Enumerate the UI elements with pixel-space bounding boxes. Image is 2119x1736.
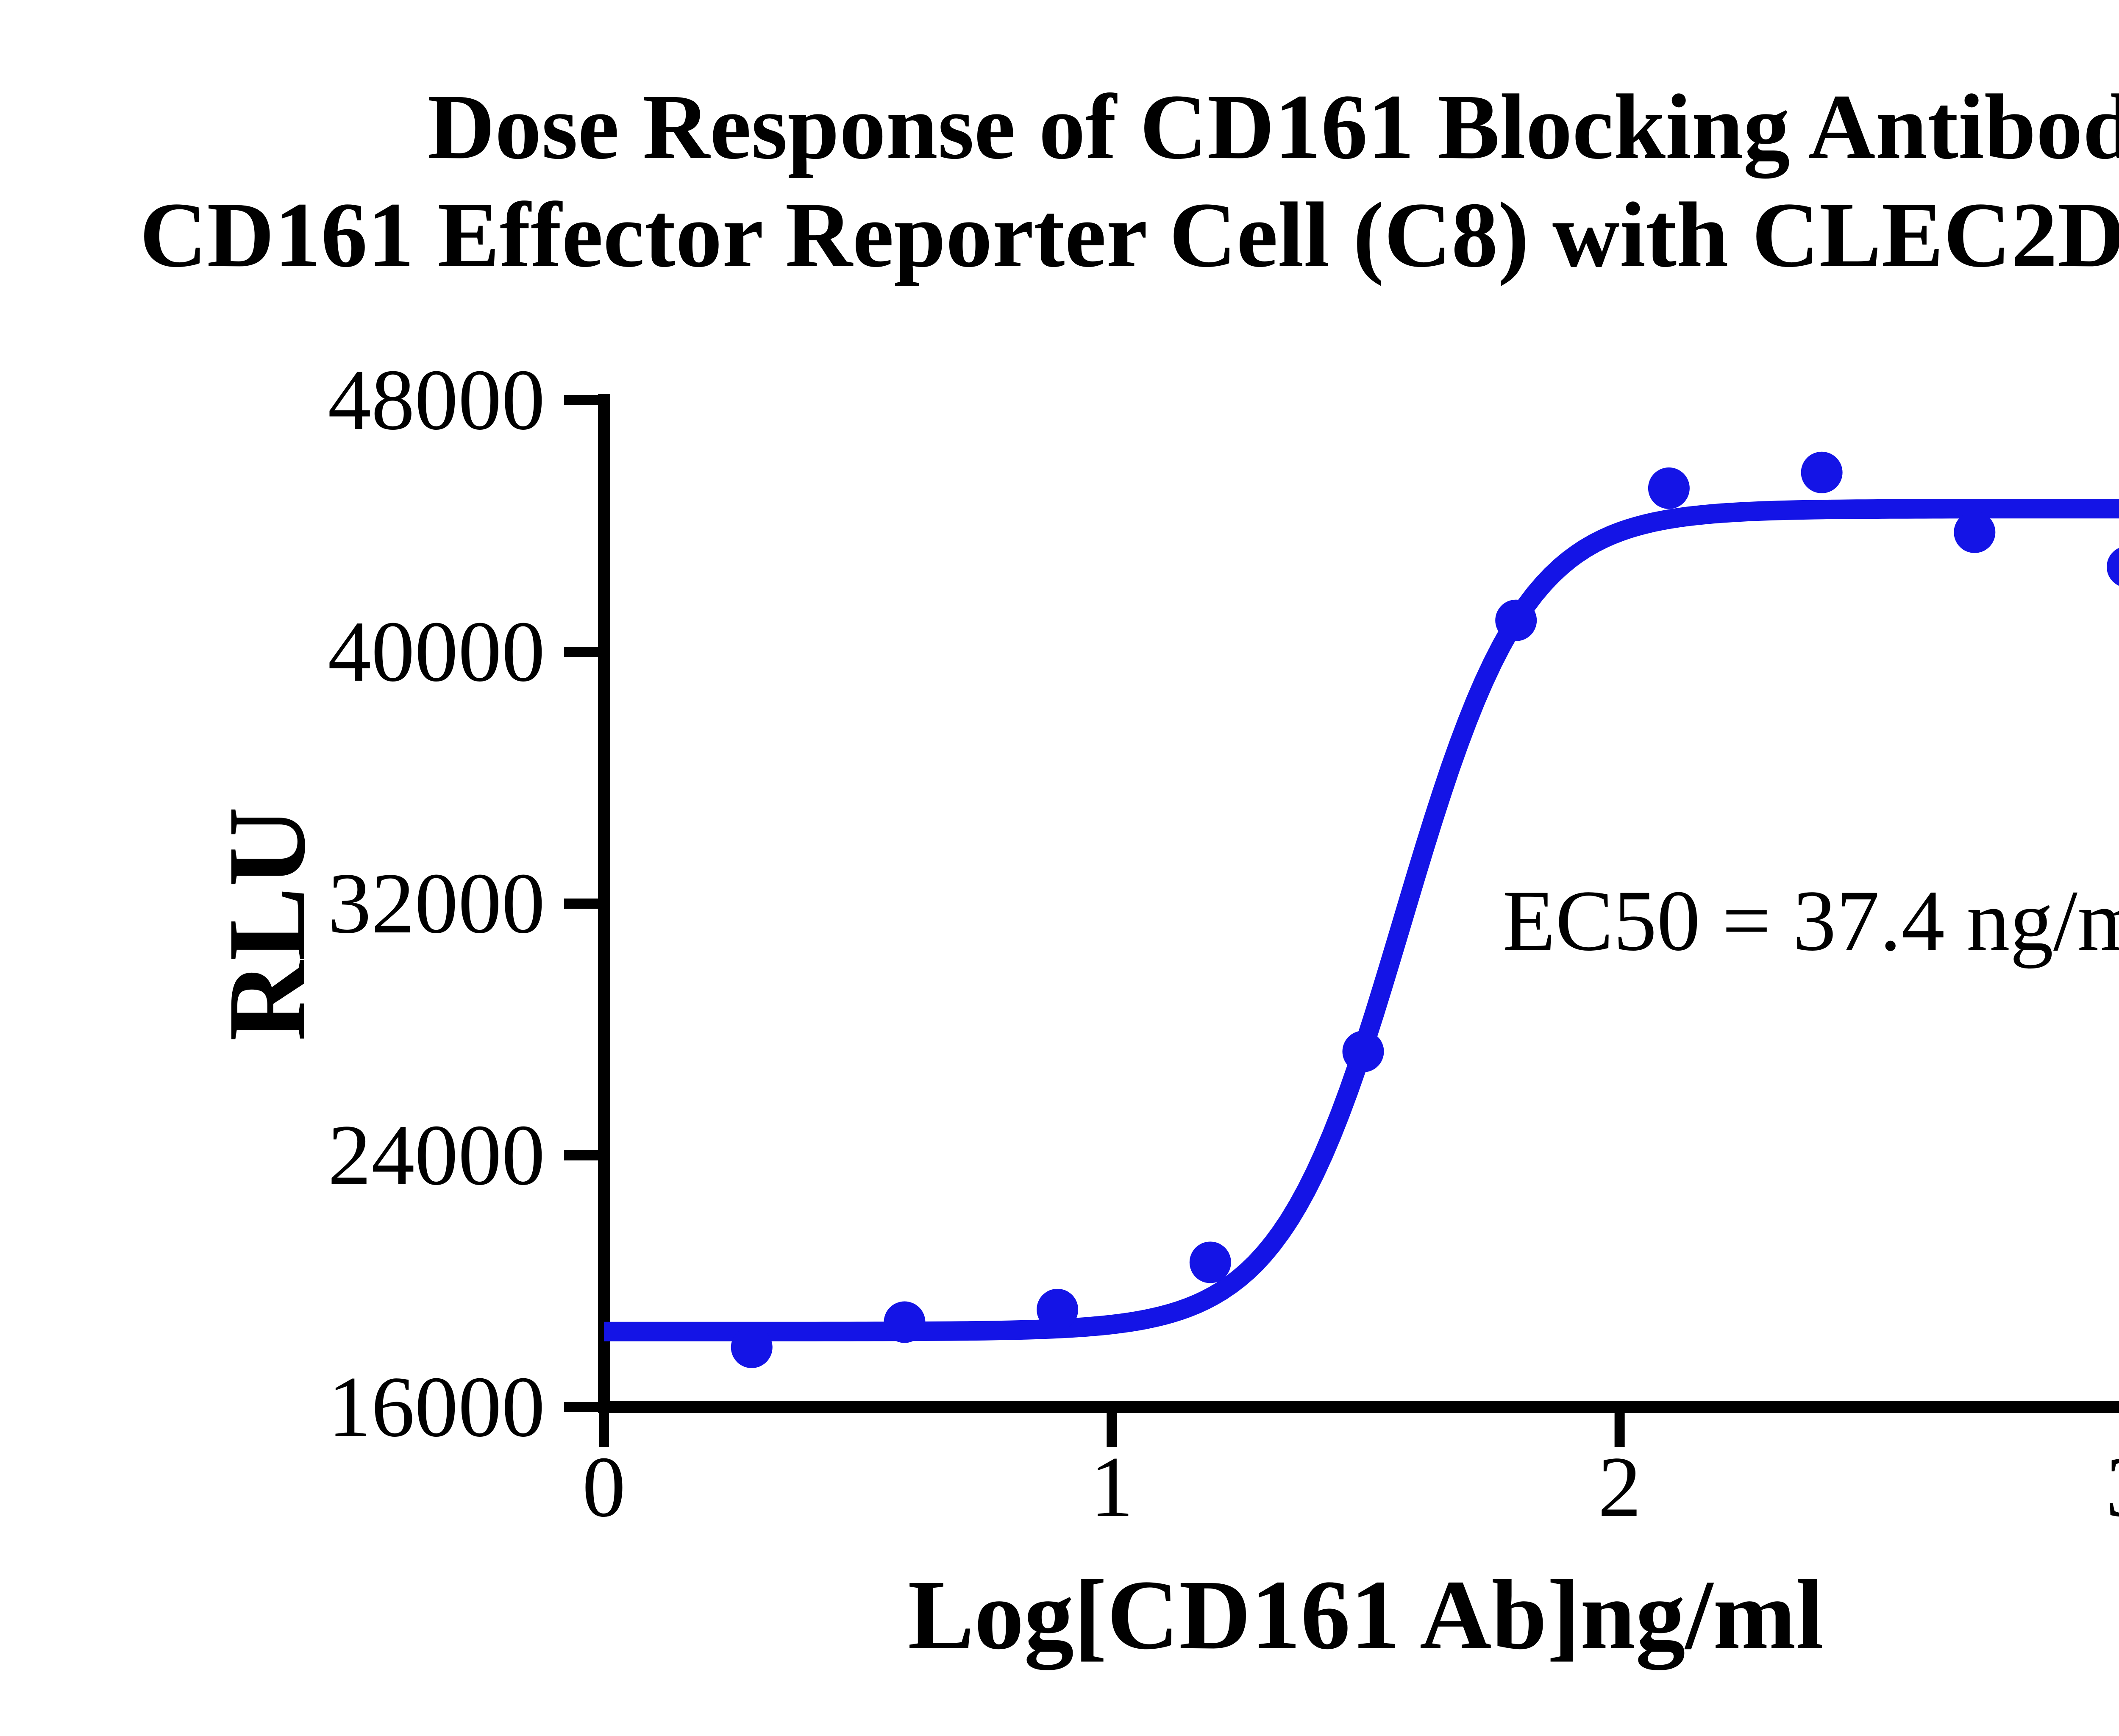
chart-title: Dose Response of CD161 Blocking Antibody…: [0, 73, 2119, 289]
dose-response-curve: [603, 499, 2119, 1341]
data-point: [731, 1326, 773, 1368]
data-point: [1037, 1288, 1079, 1330]
y-tick-label: 48000: [328, 352, 545, 448]
x-tick-label: 0: [582, 1439, 626, 1535]
x-axis-title: Log[CD161 Ab]ng/ml: [908, 1560, 1824, 1670]
y-tick-label: 32000: [328, 855, 545, 951]
y-tick-label: 24000: [328, 1107, 545, 1203]
data-point: [1648, 467, 1690, 509]
data-point: [884, 1301, 926, 1343]
data-point: [1954, 511, 1996, 553]
data-point: [1495, 599, 1537, 641]
chart-title-line-1: Dose Response of CD161 Blocking Antibody…: [427, 75, 2119, 178]
y-tick-label: 16000: [328, 1359, 545, 1455]
data-point: [1801, 451, 1843, 493]
chart-title-line-2: CD161 Effector Reporter Cell (C8) with C…: [139, 183, 2119, 287]
ec50-annotation: EC50 = 37.4 ng/ml: [1502, 873, 2119, 969]
y-tick-label: 40000: [328, 604, 545, 700]
x-tick-label: 1: [1090, 1439, 1134, 1535]
data-point: [1342, 1030, 1384, 1072]
x-tick-label: 3: [2022, 1444, 2119, 1530]
x-tick-label: 2: [1598, 1439, 1641, 1535]
data-point: [2107, 548, 2119, 586]
data-point: [1189, 1241, 1231, 1283]
